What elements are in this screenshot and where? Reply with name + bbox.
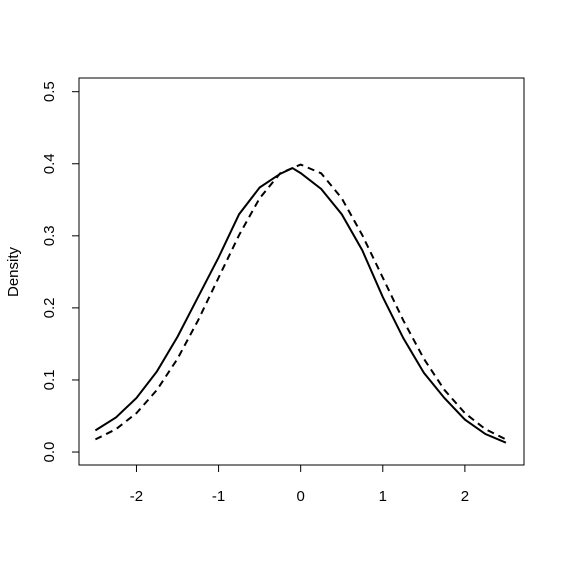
y-tick-label: 0.3 — [41, 225, 58, 246]
y-tick-label: 0.1 — [41, 370, 58, 391]
x-tick-label: 2 — [461, 488, 469, 505]
x-tick-label: 0 — [297, 488, 305, 505]
x-tick-label: -2 — [130, 488, 143, 505]
x-tick-label: 1 — [379, 488, 387, 505]
y-tick-label: 0.0 — [41, 442, 58, 463]
plot-box — [78, 77, 525, 466]
density-line — [94, 163, 507, 441]
y-tick-label: 0.5 — [41, 81, 58, 102]
y-tick-label: 0.4 — [41, 153, 58, 174]
y-tick-label: 0.2 — [41, 297, 58, 318]
density-line — [94, 166, 507, 444]
y-axis-label: Density — [5, 246, 22, 297]
x-tick-label: -1 — [212, 488, 225, 505]
